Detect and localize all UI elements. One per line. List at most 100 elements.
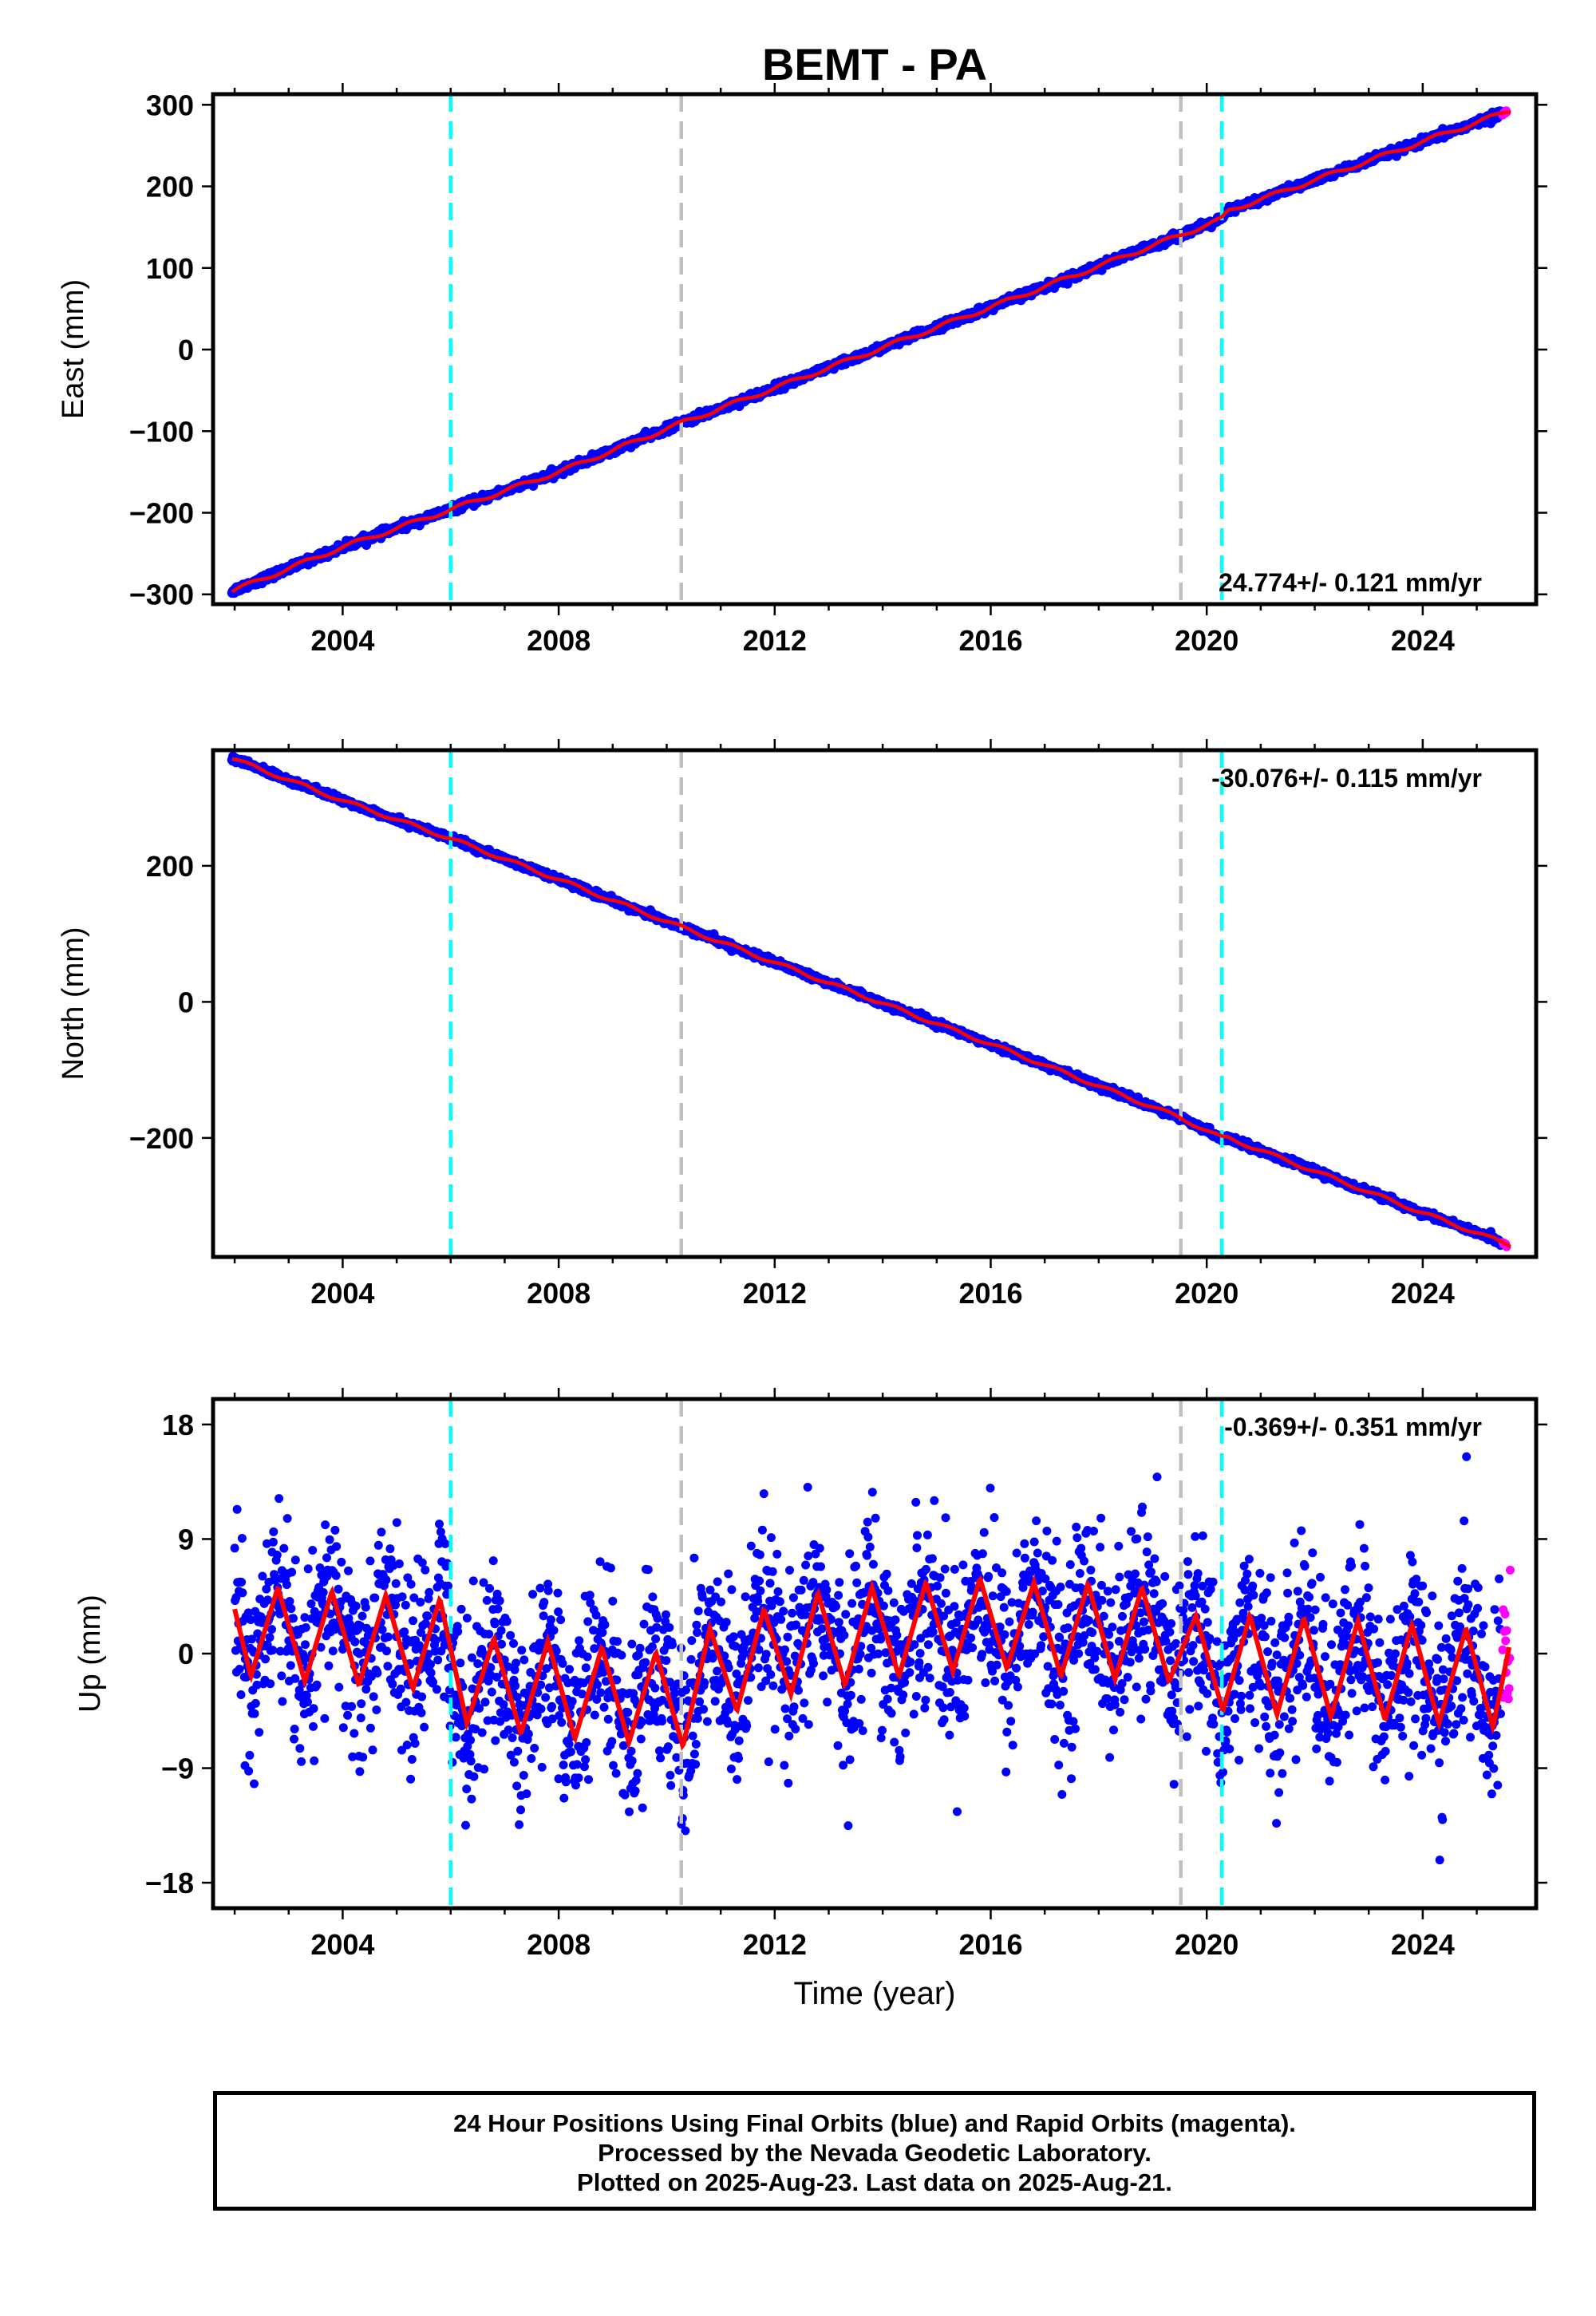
final-orbit-point bbox=[300, 1613, 310, 1622]
final-orbit-point bbox=[400, 1627, 409, 1637]
final-orbit-point bbox=[328, 1646, 338, 1656]
final-orbit-point bbox=[322, 1553, 331, 1563]
final-orbit-point bbox=[365, 1556, 375, 1566]
x-tick-label: 2020 bbox=[1175, 1277, 1238, 1310]
final-orbit-point bbox=[382, 1646, 391, 1656]
final-orbit-point bbox=[383, 1632, 393, 1642]
final-orbit-point bbox=[275, 1609, 285, 1618]
x-tick-label: 2024 bbox=[1391, 1277, 1455, 1310]
final-orbit-point bbox=[230, 1543, 239, 1553]
final-orbit-point bbox=[426, 1668, 436, 1678]
final-orbit-point bbox=[347, 1701, 357, 1711]
final-orbit-point bbox=[237, 1578, 247, 1587]
final-orbit-point bbox=[258, 1571, 267, 1581]
final-orbit-point bbox=[282, 1514, 292, 1524]
final-orbit-point bbox=[246, 1615, 255, 1624]
final-orbit-point bbox=[309, 1721, 318, 1731]
final-orbit-point bbox=[392, 1518, 401, 1528]
y-axis-label: East (mm) bbox=[57, 279, 90, 419]
final-orbit-point bbox=[290, 1674, 300, 1683]
final-orbit-point bbox=[320, 1713, 330, 1723]
final-orbit-point bbox=[275, 1494, 284, 1504]
final-orbit-point bbox=[369, 1692, 378, 1701]
y-tick-label: −300 bbox=[129, 579, 194, 611]
panels: 2004 2008 2012 2016 2020 2024−300−200−1000100… bbox=[57, 83, 1547, 2011]
final-orbit-point bbox=[262, 1584, 271, 1594]
final-orbit-point bbox=[406, 1579, 416, 1589]
final-orbit-point bbox=[286, 1604, 296, 1614]
final-orbit-point bbox=[416, 1598, 425, 1607]
plot-title: BEMT - PA bbox=[762, 39, 987, 89]
x-tick-label: 2020 bbox=[1175, 624, 1238, 657]
rate-label: -30.076+/- 0.115 mm/yr bbox=[1211, 764, 1482, 792]
final-orbit-points bbox=[230, 1452, 1515, 1865]
rate-label: 24.774+/- 0.121 mm/yr bbox=[1219, 568, 1482, 597]
final-orbit-point bbox=[278, 1697, 287, 1706]
model-fit-curve bbox=[231, 109, 1511, 594]
final-orbit-point bbox=[356, 1713, 365, 1723]
final-orbit-point bbox=[310, 1756, 319, 1765]
x-tick-label: 2016 bbox=[958, 1277, 1022, 1310]
final-orbit-point bbox=[308, 1546, 318, 1555]
final-orbit-point bbox=[406, 1774, 416, 1784]
final-orbit-point bbox=[417, 1692, 427, 1701]
y-axis-label: North (mm) bbox=[57, 927, 90, 1080]
y-tick-label: 0 bbox=[178, 334, 194, 366]
final-orbit-point bbox=[318, 1587, 328, 1597]
final-orbit-point bbox=[297, 1757, 306, 1766]
final-orbit-point bbox=[394, 1559, 404, 1568]
final-orbit-point bbox=[250, 1779, 259, 1788]
final-orbit-point bbox=[312, 1680, 322, 1690]
y-tick-label: 200 bbox=[146, 850, 194, 883]
y-tick-label: 0 bbox=[178, 986, 194, 1018]
final-orbit-point bbox=[397, 1592, 407, 1602]
final-orbit-point bbox=[295, 1744, 305, 1753]
x-tick-label: 2012 bbox=[743, 624, 807, 657]
final-orbit-point bbox=[410, 1739, 420, 1748]
final-orbit-point bbox=[250, 1709, 259, 1718]
final-orbit-point bbox=[334, 1682, 344, 1692]
final-orbit-point bbox=[391, 1579, 401, 1588]
y-tick-label: 100 bbox=[146, 252, 194, 285]
final-orbit-point bbox=[279, 1543, 289, 1553]
final-orbit-point bbox=[290, 1725, 299, 1733]
final-orbit-point bbox=[325, 1535, 334, 1544]
final-orbit-point bbox=[357, 1699, 366, 1709]
final-orbit-point bbox=[315, 1563, 325, 1572]
final-orbit-point bbox=[268, 1646, 278, 1655]
final-orbit-point bbox=[407, 1755, 417, 1764]
final-orbit-points bbox=[227, 106, 1511, 598]
final-orbit-point bbox=[330, 1525, 340, 1535]
final-orbit-point bbox=[301, 1622, 310, 1632]
final-orbit-point bbox=[409, 1616, 417, 1626]
final-orbit-point bbox=[426, 1660, 435, 1669]
final-orbit-point bbox=[417, 1708, 426, 1717]
final-orbit-point bbox=[425, 1587, 434, 1597]
final-orbit-point bbox=[416, 1628, 425, 1637]
final-orbit-point bbox=[377, 1528, 386, 1537]
x-tick-label: 2012 bbox=[743, 1277, 807, 1310]
final-orbit-point bbox=[368, 1745, 377, 1755]
final-orbit-point bbox=[302, 1690, 311, 1700]
final-orbit-point bbox=[277, 1671, 286, 1681]
final-orbit-point bbox=[350, 1729, 359, 1738]
final-orbit-point bbox=[253, 1629, 263, 1638]
panel-east: 2004 2008 2012 2016 2020 2024−300−200−1000100… bbox=[57, 83, 1547, 657]
final-orbit-point bbox=[251, 1698, 260, 1708]
final-orbit-point bbox=[245, 1750, 255, 1760]
x-tick-label: 2008 bbox=[527, 624, 591, 657]
final-orbit-point bbox=[232, 1504, 242, 1514]
final-orbit-point bbox=[261, 1654, 271, 1664]
final-orbit-point bbox=[301, 1640, 310, 1650]
final-orbit-point bbox=[298, 1650, 308, 1659]
final-orbit-point bbox=[377, 1625, 387, 1634]
x-tick-label: 2004 bbox=[310, 624, 374, 657]
final-orbit-point bbox=[285, 1597, 294, 1606]
final-orbit-point bbox=[383, 1662, 393, 1671]
final-orbit-point bbox=[402, 1741, 412, 1749]
final-orbit-point bbox=[421, 1618, 430, 1628]
final-orbit-point bbox=[289, 1614, 298, 1623]
